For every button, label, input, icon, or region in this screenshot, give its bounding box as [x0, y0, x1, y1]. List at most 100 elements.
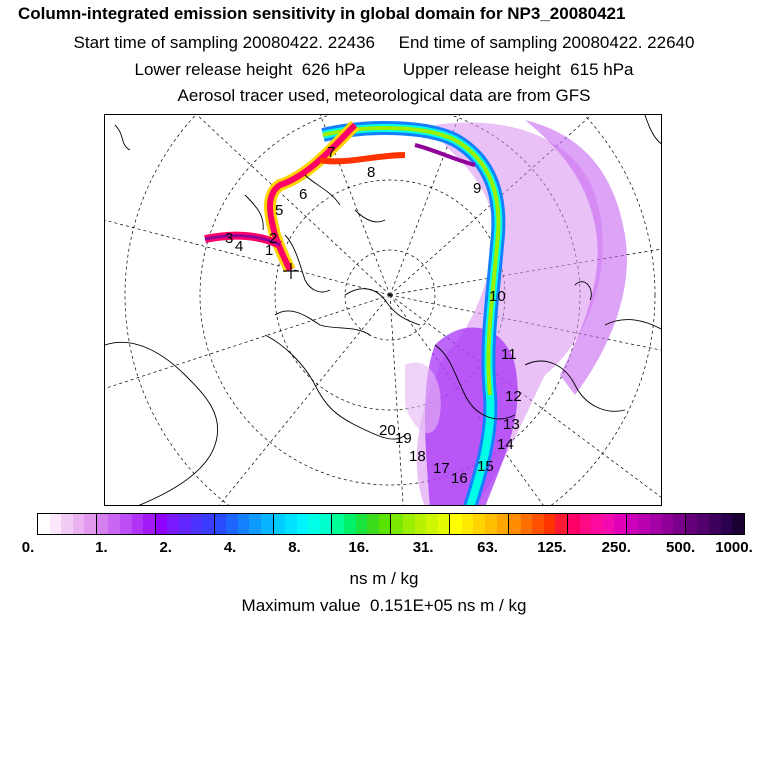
colorbar-swatch	[344, 514, 356, 534]
colorbar-swatch	[661, 514, 674, 534]
trajectory-label: 8	[367, 164, 375, 181]
colorbar-swatch	[520, 514, 533, 534]
colorbar-swatch	[249, 514, 261, 534]
colorbar-swatch	[602, 514, 615, 534]
colorbar-swatch	[638, 514, 651, 534]
colorbar-swatch	[437, 514, 451, 534]
colorbar-swatch	[473, 514, 485, 534]
trajectory-label: 17	[433, 460, 450, 477]
colorbar-swatch	[720, 514, 733, 534]
colorbar-swatch	[509, 514, 521, 534]
colorbar-swatch	[614, 514, 627, 534]
colorbar-tick-label: 31.	[412, 539, 434, 556]
polar-map: 1 2 3 4 5 6 7 8 9 10 11 12 13 14 15 16 1…	[104, 114, 662, 506]
colorbar	[37, 513, 745, 535]
trajectory-label: 15	[477, 458, 494, 475]
colorbar-swatch	[697, 514, 709, 534]
colorbar-swatch	[414, 514, 427, 534]
sensitivity-field	[204, 120, 627, 505]
colorbar-swatch	[378, 514, 392, 534]
trajectory-label: 11	[501, 346, 517, 363]
colorbar-swatch	[568, 514, 580, 534]
colorbar-swatch	[391, 514, 403, 534]
colorbar-swatch	[167, 514, 179, 534]
colorbar-swatch	[190, 514, 203, 534]
colorbar-swatch	[285, 514, 297, 534]
trajectory-label: 3	[225, 230, 233, 247]
trajectory-label: 5	[275, 202, 283, 219]
sampling-time-line: Start time of sampling 20080422. 22436 E…	[73, 33, 695, 52]
colorbar-swatch	[237, 514, 250, 534]
colorbar-tick-label: 500.	[666, 539, 696, 556]
colorbar-tick-label: 1.	[95, 539, 108, 556]
colorbar-swatch	[496, 514, 510, 534]
colorbar-tick-label: 63.	[477, 539, 498, 556]
trajectory-label: 12	[505, 388, 522, 405]
colorbar-tick-labels: 0. 1. 2. 4. 8. 16. 31. 63. 125. 250. 500. 1000.	[0, 539, 768, 559]
colorbar-tick-label: 4.	[223, 539, 237, 556]
colorbar-swatch	[532, 514, 544, 534]
colorbar-swatch	[402, 514, 415, 534]
colorbar-tick-label: 0.	[21, 539, 35, 556]
trajectory-label: 18	[409, 448, 426, 465]
colorbar-swatch	[120, 514, 132, 534]
trajectory-label: 10	[489, 288, 506, 305]
colorbar-swatch	[685, 514, 698, 534]
trajectory-label: 7	[327, 144, 335, 161]
maximum-value-text: Maximum value 0.151E+05 ns m / kg	[241, 596, 527, 615]
colorbar-swatch	[450, 514, 462, 534]
tracer-info-line: Aerosol tracer used, meteorological data…	[177, 86, 591, 105]
colorbar-swatch	[626, 514, 639, 534]
colorbar-swatch	[72, 514, 85, 534]
colorbar-swatch	[543, 514, 556, 534]
trajectory-label: 9	[473, 180, 481, 197]
colorbar-swatch	[426, 514, 438, 534]
colorbar-swatch	[732, 514, 744, 534]
trajectory-label: 19	[395, 430, 412, 447]
trajectory-label: 6	[299, 186, 307, 203]
colorbar-tick-label: 2.	[159, 539, 172, 556]
colorbar-swatch	[202, 514, 215, 534]
release-height-line: Lower release height 626 hPa Upper relea…	[134, 60, 634, 79]
colorbar-swatch	[38, 514, 50, 534]
trajectory-label: 4	[235, 238, 243, 255]
colorbar-swatch	[108, 514, 121, 534]
colorbar-swatch	[461, 514, 474, 534]
trajectory-label: 1	[265, 242, 273, 259]
colorbar-swatch	[708, 514, 721, 534]
plot-title: Column-integrated emission sensitivity i…	[18, 4, 626, 23]
colorbar-swatch	[579, 514, 592, 534]
colorbar-swatch	[319, 514, 333, 534]
colorbar-swatch	[308, 514, 320, 534]
colorbar-swatch	[332, 514, 345, 534]
coastlines	[105, 115, 661, 505]
colorbar-swatch	[484, 514, 497, 534]
colorbar-swatch	[61, 514, 73, 534]
colorbar-swatch	[131, 514, 144, 534]
colorbar-swatch	[143, 514, 156, 534]
colorbar-swatch	[260, 514, 274, 534]
trajectory-label: 20	[379, 422, 396, 439]
trajectory-label: 14	[497, 436, 514, 453]
colorbar-swatch	[214, 514, 227, 534]
colorbar-swatch	[84, 514, 97, 534]
colorbar-tick-label: 1000.	[715, 539, 753, 556]
release-point-marker	[283, 263, 299, 279]
colorbar-swatch	[296, 514, 309, 534]
colorbar-swatch	[273, 514, 286, 534]
colorbar-swatch	[226, 514, 238, 534]
colorbar-swatch	[355, 514, 368, 534]
trajectory-label: 13	[503, 416, 520, 433]
colorbar-swatch	[49, 514, 62, 534]
colorbar-tick-label: 16.	[348, 539, 370, 556]
trajectory-label: 16	[451, 470, 468, 487]
trajectory-labels: 1 2 3 4 5 6 7 8 9 10 11 12 13 14 15 16 1…	[225, 144, 522, 487]
colorbar-swatch	[591, 514, 603, 534]
colorbar-swatch	[367, 514, 379, 534]
colorbar-swatch	[178, 514, 191, 534]
colorbar-swatch	[96, 514, 109, 534]
colorbar-swatch	[555, 514, 569, 534]
colorbar-tick-label: 8.	[288, 539, 301, 556]
colorbar-tick-label: 125.	[537, 539, 567, 556]
colorbar-units: ns m / kg	[349, 569, 419, 588]
